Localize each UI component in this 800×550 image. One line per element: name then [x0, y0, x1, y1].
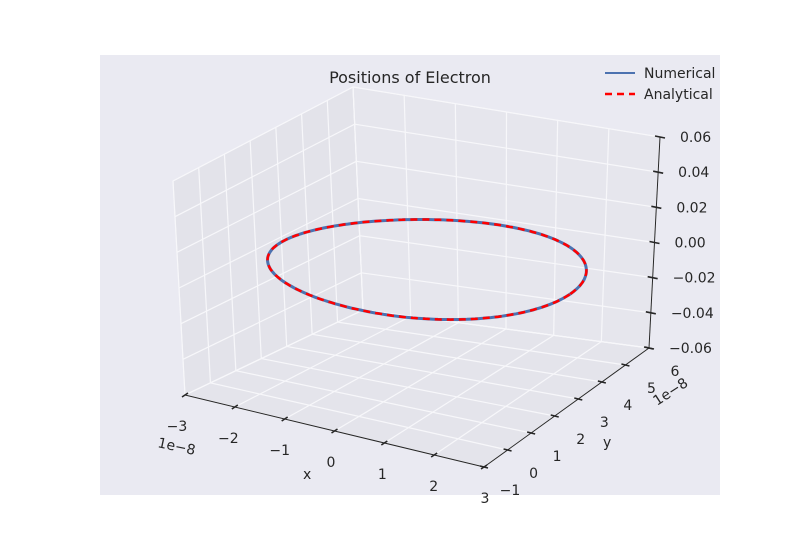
x-tick-label: 2 [429, 479, 438, 495]
y-tick-label: 1 [553, 449, 562, 465]
grid-line [361, 272, 651, 314]
z-tick-label: 0.06 [680, 130, 711, 146]
grid-line [337, 321, 626, 366]
x-axis-label: x [303, 467, 311, 483]
x-tick [331, 428, 338, 434]
z-tick-label: −0.04 [671, 306, 714, 322]
grid-line [184, 309, 364, 396]
x-tick [281, 416, 289, 422]
y-tick-label: 5 [647, 381, 656, 397]
series-layer [265, 218, 588, 322]
grid-line [261, 357, 555, 417]
grid-line [182, 272, 362, 360]
grid-line [210, 382, 508, 451]
grid-line [286, 345, 579, 400]
grid-line [357, 197, 655, 244]
grid-line [172, 86, 354, 182]
grid-line [176, 160, 357, 253]
grid-line [174, 123, 355, 218]
z-tick [654, 135, 666, 139]
grid-line [354, 123, 659, 173]
x-tick-label: 1 [378, 467, 387, 483]
y-tick-label: 6 [671, 364, 680, 380]
tick-marks [181, 135, 666, 470]
grid-line [359, 235, 653, 279]
x-tick [231, 404, 239, 410]
y-tick-label: 0 [529, 466, 538, 482]
z-tick-label: 0.02 [676, 200, 707, 216]
grid-line [178, 197, 359, 289]
legend-label-numerical: Numerical [644, 66, 715, 82]
grid-line [384, 334, 554, 444]
chart-title: Positions of Electron [329, 68, 491, 87]
y-axis-line [483, 347, 650, 468]
z-tick [649, 240, 660, 245]
y-tick-label: 3 [600, 415, 609, 431]
z-tick [645, 311, 656, 315]
y-tick [597, 380, 607, 384]
y-tick-label: 2 [576, 432, 585, 448]
y-tick [503, 448, 512, 452]
x-tick-label: −2 [218, 431, 239, 447]
z-tick-label: −0.02 [673, 271, 716, 287]
x-tick-label: 0 [327, 455, 336, 471]
legend: Numerical Analytical [605, 66, 715, 103]
z-tick-label: 0.04 [678, 165, 709, 181]
grid-line [352, 86, 661, 138]
grid-line [433, 341, 602, 456]
grid-line [284, 322, 459, 420]
x-tick-label: 3 [481, 491, 490, 507]
grid-line [235, 370, 532, 434]
y-tick-label: −1 [500, 483, 521, 499]
grid-line [334, 328, 507, 432]
grid-line [356, 160, 657, 208]
y-tick [479, 465, 489, 469]
x-tick [181, 392, 189, 398]
y-tick [550, 414, 559, 418]
series-analytical-line [266, 218, 588, 321]
y-tick [526, 431, 536, 435]
x-tick-label: −1 [269, 443, 290, 459]
z-tick [647, 275, 658, 280]
x-tick [380, 440, 388, 446]
x-tick [430, 452, 438, 458]
grid-line [234, 315, 411, 408]
y-tick-label: 4 [623, 398, 632, 414]
x-tick-label: −3 [167, 419, 188, 435]
z-tick [653, 170, 664, 174]
z-tick [643, 346, 655, 350]
legend-label-analytical: Analytical [644, 87, 713, 103]
y-tick [621, 363, 630, 367]
x-offset-text: 1e−8 [156, 435, 197, 459]
y-tick [574, 397, 583, 401]
y-axis-label: y [603, 435, 611, 451]
grid-line [180, 235, 360, 325]
z-tick-label: −0.06 [669, 341, 712, 357]
grid-line [312, 333, 602, 383]
z-tick-label: 0.00 [675, 236, 706, 252]
z-tick [651, 205, 662, 210]
